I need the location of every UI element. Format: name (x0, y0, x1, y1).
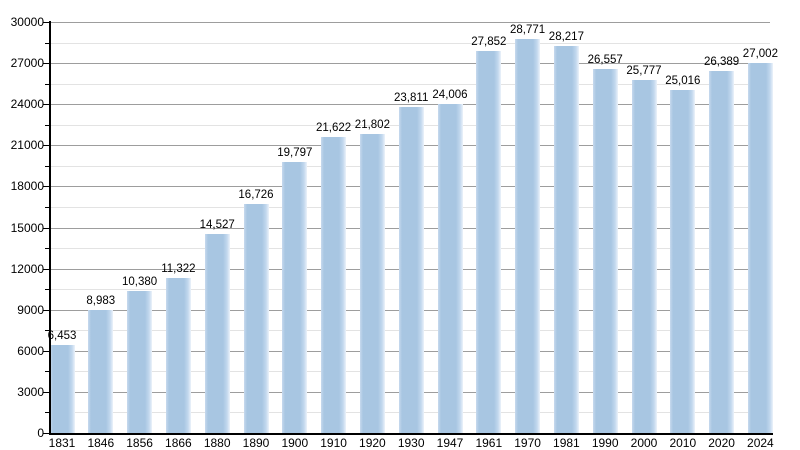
y-tick-mark-minor (45, 371, 50, 373)
bar (321, 136, 347, 433)
y-tick-mark-major (43, 145, 50, 147)
bar-value-label: 6,453 (47, 329, 77, 342)
gridline-minor (50, 42, 770, 44)
x-axis-tick-label: 1866 (165, 436, 192, 450)
y-axis-tick-label: 15000 (10, 220, 44, 235)
bar (592, 69, 618, 433)
bar (670, 90, 696, 433)
y-axis-tick-label: 30000 (10, 15, 44, 29)
bar-value-label: 25,777 (626, 64, 662, 77)
y-tick-mark-major (43, 391, 50, 393)
bar-value-label: 28,771 (510, 23, 546, 36)
bar (243, 203, 269, 433)
y-tick-mark-minor (45, 42, 50, 44)
x-axis-tick-label: 1961 (475, 436, 503, 450)
bar-value-label: 27,852 (471, 36, 507, 49)
y-tick-mark-major (43, 350, 50, 352)
y-tick-mark-minor (45, 206, 50, 208)
x-axis-tick-label: 1900 (281, 436, 309, 450)
y-tick-mark-major (43, 268, 50, 270)
y-axis-tick-label: 3000 (17, 384, 44, 399)
bar-value-label: 27,002 (742, 48, 778, 61)
bar-value-label: 26,389 (704, 56, 740, 69)
bar-value-label: 25,016 (665, 75, 701, 88)
y-tick-mark-minor (45, 330, 50, 332)
bar-value-label: 21,622 (316, 121, 352, 134)
x-axis-tick-label: 1856 (126, 436, 153, 450)
bar (476, 51, 502, 433)
bar-value-label: 28,217 (548, 31, 584, 44)
y-tick-mark-major (43, 63, 50, 65)
y-tick-mark-minor (45, 248, 50, 250)
bar-value-label: 21,802 (354, 119, 390, 132)
y-tick-mark-minor (45, 412, 50, 414)
y-tick-mark-minor (45, 83, 50, 85)
x-axis-tick-label: 2024 (747, 436, 774, 450)
x-axis-tick-label: 1920 (359, 436, 386, 450)
y-tick-mark-major (43, 309, 50, 311)
bar (515, 38, 541, 433)
x-axis-tick-label: 1890 (242, 436, 270, 450)
bar-value-label: 16,726 (238, 188, 274, 201)
bar (437, 104, 463, 433)
y-axis-tick-label: 18000 (10, 179, 44, 194)
x-axis-tick-label: 1846 (87, 436, 115, 450)
x-axis-tick-label: 2000 (630, 436, 658, 450)
plot-area: 6,453 8,983 10,380 11,322 14,527 16,726 19,797… (48, 22, 778, 433)
y-axis-tick-label: 0 (37, 426, 44, 440)
bar (204, 233, 230, 433)
y-axis-tick-label: 12000 (10, 261, 44, 276)
x-axis-tick-label: 1981 (553, 436, 580, 450)
y-axis-tick-label: 27000 (10, 56, 44, 71)
bar (631, 79, 657, 433)
x-axis-tick-label: 1947 (436, 436, 464, 450)
x-axis-tick-label: 1910 (320, 436, 347, 450)
bar-value-label: 19,797 (277, 146, 313, 159)
y-tick-mark-major (43, 186, 50, 188)
x-axis-tick-label: 1970 (514, 436, 541, 450)
bar-value-label: 8,983 (86, 294, 116, 307)
y-axis-tick-label: 6000 (17, 343, 44, 358)
bar (553, 46, 579, 433)
y-tick-mark-minor (45, 165, 50, 167)
gridline-major (50, 104, 770, 106)
gridline-major (50, 63, 770, 65)
bar (709, 71, 735, 433)
x-axis-tick-label: 2010 (669, 436, 697, 450)
x-axis-tick-label: 1930 (397, 436, 425, 450)
bar (359, 134, 385, 433)
bar-value-label: 10,380 (122, 275, 158, 288)
bar (747, 63, 773, 433)
x-axis-line (49, 433, 773, 435)
y-tick-mark-major (43, 22, 50, 23)
y-axis-tick-label: 24000 (10, 97, 44, 112)
y-tick-mark-minor (45, 289, 50, 291)
y-tick-mark-major (43, 433, 50, 434)
bar-value-label: 26,557 (587, 54, 623, 67)
x-axis-tick-label: 1831 (48, 436, 76, 450)
y-axis-tick-label: 21000 (10, 138, 44, 153)
bar-value-label: 23,811 (394, 91, 429, 104)
y-tick-mark-major (43, 104, 50, 106)
bar-value-label: 24,006 (432, 89, 468, 102)
y-tick-mark-minor (45, 124, 50, 126)
y-axis-tick-label: 9000 (17, 302, 44, 317)
bar (88, 309, 114, 433)
bar-value-label: 14,527 (199, 218, 235, 231)
bar (282, 161, 308, 433)
gridline-minor (50, 83, 770, 85)
bar (127, 290, 153, 433)
y-axis-line (49, 21, 51, 435)
bar (49, 344, 75, 433)
bar-value-label: 11,322 (161, 262, 196, 275)
bar (398, 106, 424, 433)
x-axis-tick-label: 1990 (591, 436, 619, 450)
bar (165, 277, 191, 433)
y-tick-mark-major (43, 227, 50, 229)
x-axis-tick-label: 2020 (708, 436, 735, 450)
x-axis-tick-label: 1880 (203, 436, 231, 450)
gridline-major (50, 22, 770, 23)
